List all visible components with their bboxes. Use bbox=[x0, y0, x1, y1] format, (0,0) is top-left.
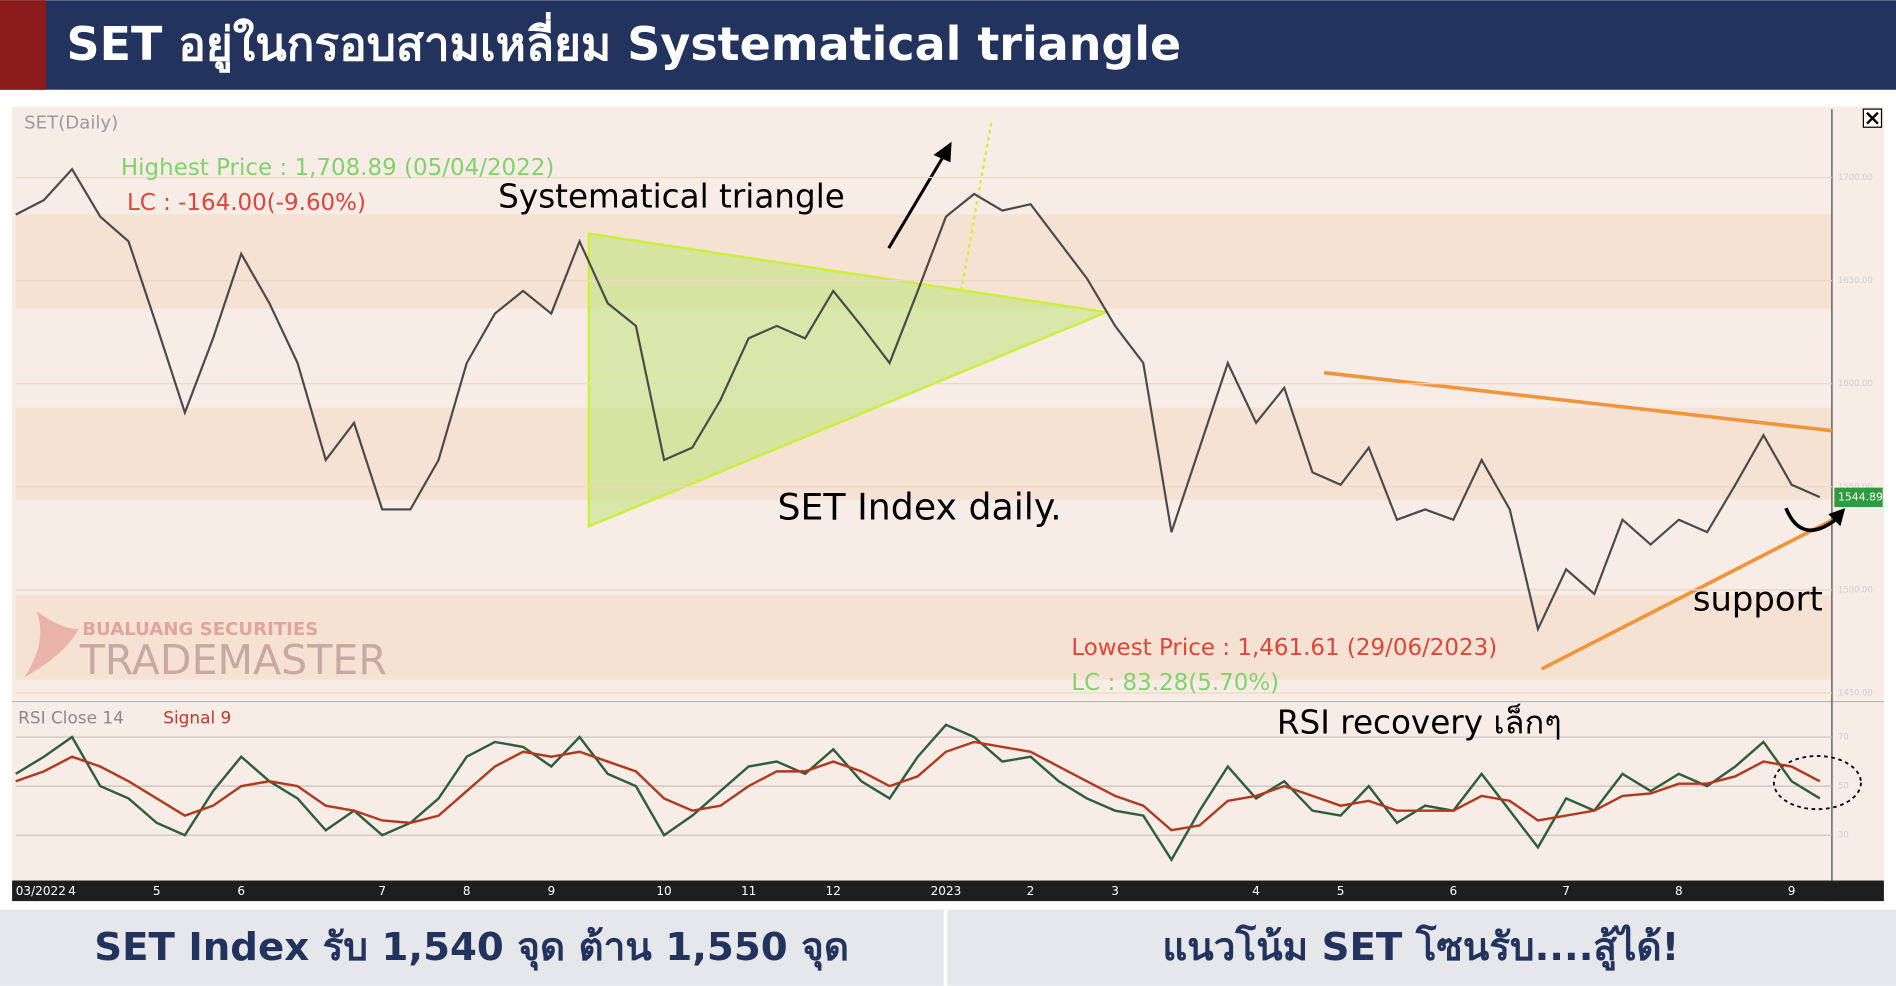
x-tick-label: 7 bbox=[1562, 884, 1570, 898]
y-tick-label: 1550.00 bbox=[1838, 481, 1873, 491]
x-tick-label: 12 bbox=[826, 884, 841, 898]
close-icon bbox=[1866, 111, 1879, 125]
rsi-line bbox=[15, 740, 1821, 832]
y-tick-label: 1650.00 bbox=[1838, 275, 1873, 285]
y-tick-label: 50 bbox=[1838, 781, 1849, 791]
triangle-pattern bbox=[587, 232, 1111, 529]
x-tick-label: 5 bbox=[153, 884, 161, 898]
x-tick-label: 9 bbox=[547, 884, 555, 898]
rsi-highlight bbox=[1772, 755, 1862, 811]
x-tick-label: 5 bbox=[1337, 884, 1345, 898]
header-title: SET อยู่ในกรอบสามเหลี่ยม Systematical tr… bbox=[67, 12, 1182, 73]
annotation: SET Index daily. bbox=[778, 485, 1062, 528]
footer-right: แนวโน้ม SET โซนรับ....สู้ได้! bbox=[1162, 924, 1679, 971]
x-tick-label: 11 bbox=[741, 884, 756, 898]
curve-arrow bbox=[1784, 507, 1840, 533]
x-axis-bar bbox=[12, 880, 1884, 902]
last-price: 1544.89 bbox=[1838, 490, 1883, 503]
rsi-line bbox=[15, 723, 1821, 863]
y-tick-label: 1500.00 bbox=[1838, 584, 1873, 594]
zone bbox=[15, 595, 1832, 680]
watermark-logo bbox=[24, 610, 79, 678]
watermark-product: TRADEMASTER bbox=[79, 636, 387, 684]
footer-bar bbox=[0, 909, 1896, 986]
zone bbox=[15, 407, 1832, 500]
arrow-head bbox=[933, 141, 952, 163]
footer-left: SET Index รับ 1,540 จุด ต้าน 1,550 จุด bbox=[94, 925, 849, 971]
price-tag bbox=[1834, 487, 1883, 507]
x-tick-label: 7 bbox=[378, 884, 386, 898]
arrow bbox=[887, 151, 947, 249]
y-tick-label: 1700.00 bbox=[1838, 172, 1873, 182]
x-tick-label: 8 bbox=[463, 884, 471, 898]
x-tick-label: 3 bbox=[1111, 884, 1119, 898]
x-tick-label: 2023 bbox=[931, 884, 962, 898]
x-tick-label: 4 bbox=[68, 884, 76, 898]
annotation: Systematical triangle bbox=[498, 178, 845, 216]
annotation: Lowest Price : 1,461.61 (29/06/2023) bbox=[1071, 635, 1497, 661]
support-line bbox=[1540, 518, 1833, 671]
y-tick-label: 1450.00 bbox=[1838, 687, 1873, 697]
y-tick-label: 1600.00 bbox=[1838, 378, 1873, 388]
annotation: support bbox=[1693, 580, 1823, 619]
x-tick-label: 6 bbox=[1450, 884, 1458, 898]
y-tick-label: 30 bbox=[1838, 830, 1849, 840]
resistance-line bbox=[1323, 370, 1833, 433]
annotation: LC : 83.28(5.70%) bbox=[1071, 670, 1279, 696]
header-accent bbox=[0, 0, 46, 90]
x-tick-label: 03/2022 bbox=[16, 884, 66, 898]
x-tick-label: 2 bbox=[1027, 884, 1035, 898]
legend-label: Signal 9 bbox=[163, 708, 231, 728]
annotation: LC : -164.00(-9.60%) bbox=[127, 190, 366, 216]
curve-arrow-head bbox=[1828, 508, 1846, 527]
y-tick-label: 70 bbox=[1838, 732, 1849, 742]
legend-label: RSI Close 14 bbox=[18, 708, 124, 728]
price-line bbox=[15, 167, 1821, 633]
x-tick-label: 8 bbox=[1675, 884, 1683, 898]
annotation: Highest Price : 1,708.89 (05/04/2022) bbox=[121, 155, 554, 181]
x-tick-label: 10 bbox=[656, 884, 671, 898]
x-tick-label: 6 bbox=[237, 884, 245, 898]
x-tick-label: 9 bbox=[1788, 884, 1796, 898]
watermark-company: BUALUANG SECURITIES bbox=[82, 619, 318, 640]
panel-title: RSI recovery เล็กๆ bbox=[1277, 704, 1562, 742]
header-bar bbox=[0, 0, 1896, 90]
x-tick-label: 4 bbox=[1252, 884, 1260, 898]
panel-title: SET(Daily) bbox=[24, 113, 118, 134]
